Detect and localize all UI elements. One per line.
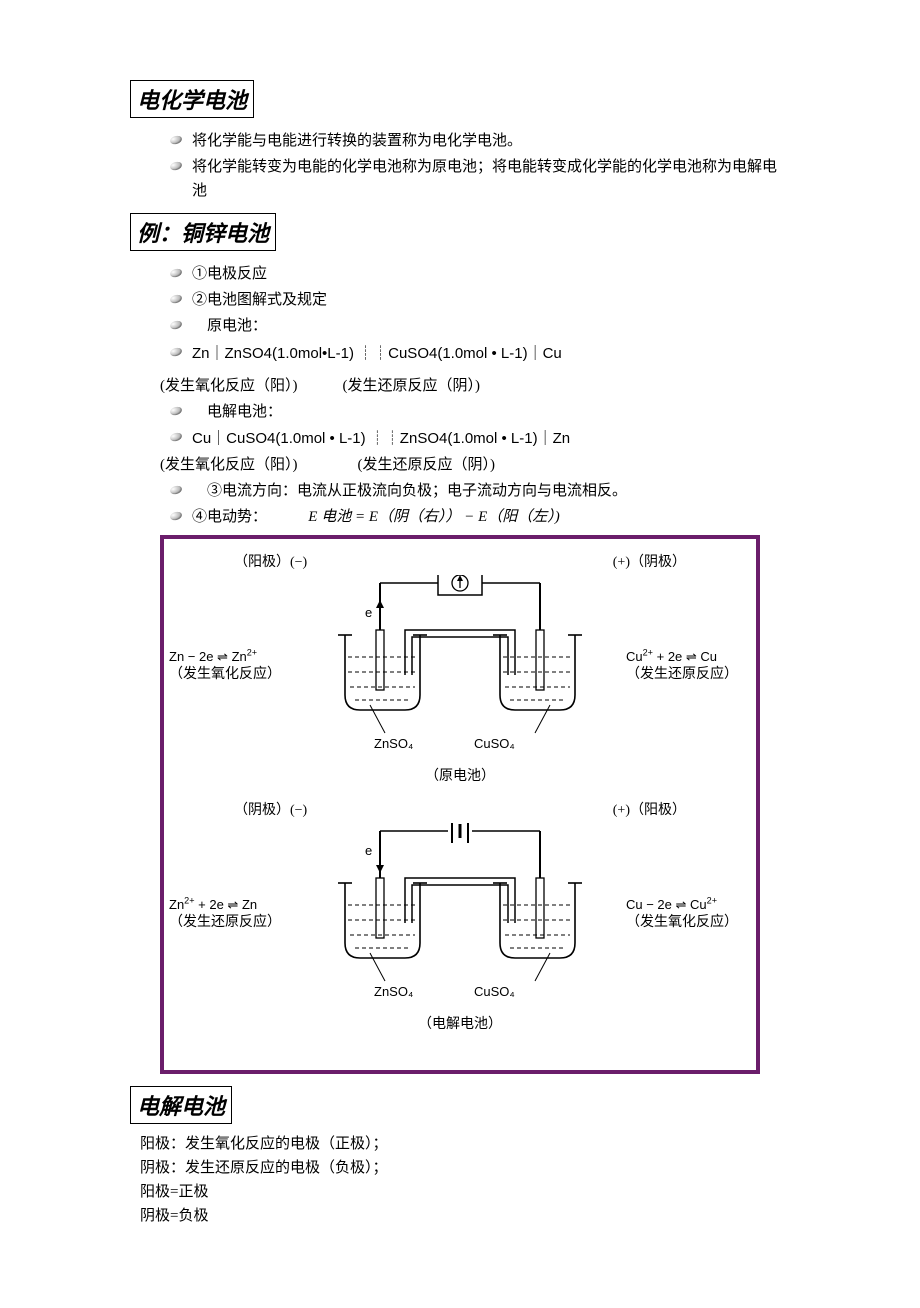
diagram-electrolytic: （阴极）(−) (+)（阳极） e [174,799,746,1034]
caption-electrolytic: （电解电池） [174,1013,746,1033]
left-cn: （发生氧化反应） [169,667,281,682]
label-anode-right: (+)（阳极） [613,799,686,819]
bullet-item: 电解电池： [170,401,790,424]
line: 阴极=负极 [140,1204,790,1228]
left-reaction: Zn − 2e ⇌ Zn2+ （发生氧化反应） [169,646,299,685]
line: 阴极：发生还原反应的电极（负极）； [140,1156,790,1180]
bullet-item: ②电池图解式及规定 [170,289,790,312]
bullet-item: 将化学能转变为电能的化学电池称为原电池；将电能转变成化学能的化学电池称为电解电池 [170,156,790,203]
left-cn: （发生还原反应） [169,915,281,930]
caption-galvanic: （原电池） [174,765,746,785]
heading-electrochemical-cell: 电化学电池 [130,80,254,118]
line: 阳极：发生氧化反应的电极（正极）； [140,1132,790,1156]
right-reaction: Cu2+ + 2e ⇌ Cu （发生还原反应） [626,646,756,685]
bullet-list-2c: ③电流方向：电流从正极流向负极；电子流动方向与电流相反。 ④电动势： E 电池 … [170,480,790,530]
notation-line: Zn｜ZnSO4(1.0mol•L-1) ┊┊CuSO4(1.0mol • L-… [170,342,790,365]
left-eq: Zn2+ + 2e ⇌ Zn [169,897,257,912]
label-cathode-right: (+)（阴极） [613,551,686,571]
sol-left: ZnSO₄ [374,984,413,999]
bullet-list-2: ①电极反应 ②电池图解式及规定 原电池： Zn｜ZnSO4(1.0mol•L-1… [170,263,790,365]
plain-lines: 阳极：发生氧化反应的电极（正极）； 阴极：发生还原反应的电极（负极）； 阳极=正… [140,1132,790,1228]
notation-line: Cu｜CuSO4(1.0mol • L-1) ┊┊ZnSO4(1.0mol • … [170,427,790,450]
right-eq: Cu − 2e ⇌ Cu2+ [626,897,717,912]
sol-right: CuSO₄ [474,984,515,999]
notation-sub: (发生氧化反应（阳）) (发生还原反应（阴）) [160,454,790,477]
right-reaction: Cu − 2e ⇌ Cu2+ （发生氧化反应） [626,894,756,933]
line: 阳极=正极 [140,1180,790,1204]
bullet-item: ①电极反应 [170,263,790,286]
emf-prefix: ④电动势： [192,509,260,525]
svg-text:e: e [365,843,372,858]
right-cn: （发生还原反应） [626,667,738,682]
diagram-container: （阳极）(−) (+)（阴极） e [160,535,760,1074]
electrolytic-svg: e [310,823,610,993]
svg-text:e: e [365,605,372,620]
bullet-item: 原电池： [170,315,790,338]
bullet-list-1: 将化学能与电能进行转换的装置称为电化学电池。 将化学能转变为电能的化学电池称为原… [170,130,790,203]
bullet-item: ③电流方向：电流从正极流向负极；电子流动方向与电流相反。 [170,480,790,503]
bullet-item: 将化学能与电能进行转换的装置称为电化学电池。 [170,130,790,153]
emf-equation: E 电池 = E（阴（右）） − E（阳（左）) [308,509,559,525]
galvanic-svg: e [310,575,610,745]
bullet-list-2b: 电解电池： Cu｜CuSO4(1.0mol • L-1) ┊┊ZnSO4(1.0… [170,401,790,451]
left-eq: Zn − 2e ⇌ Zn2+ [169,649,257,664]
label-cathode-left: （阴极）(−) [234,799,307,819]
label-anode-left: （阳极）(−) [234,551,307,571]
sol-left: ZnSO₄ [374,736,413,751]
heading-example-cuzn: 例：铜锌电池 [130,213,276,251]
bullet-item-emf: ④电动势： E 电池 = E（阴（右）） − E（阳（左）) [170,506,790,529]
right-cn: （发生氧化反应） [626,915,738,930]
right-eq: Cu2+ + 2e ⇌ Cu [626,649,717,664]
diagram-galvanic: （阳极）(−) (+)（阴极） e [174,551,746,781]
sol-right: CuSO₄ [474,736,515,751]
left-reaction: Zn2+ + 2e ⇌ Zn （发生还原反应） [169,894,299,933]
heading-electrolytic-cell: 电解电池 [130,1086,232,1124]
notation-sub: (发生氧化反应（阳）) (发生还原反应（阴）) [160,375,790,398]
